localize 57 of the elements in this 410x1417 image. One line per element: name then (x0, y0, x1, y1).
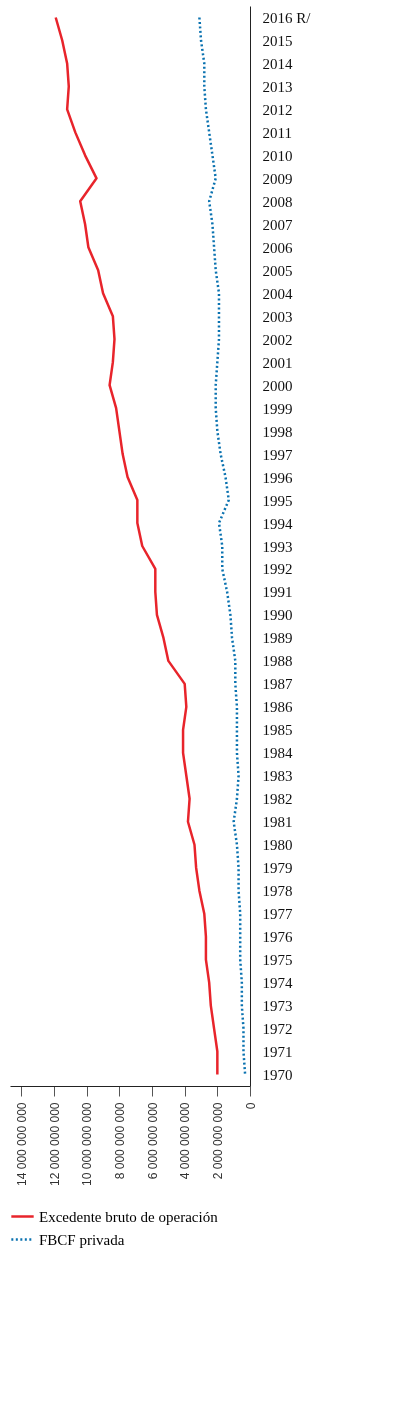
y-tick-label: 2000 (262, 377, 293, 394)
y-tick-label: 1999 (262, 400, 293, 417)
x-tick-label: 10 000 000 000 (80, 1102, 95, 1186)
y-tick-label: 2007 (262, 216, 293, 233)
legend-label: Excedente bruto de operación (39, 1208, 219, 1225)
y-tick-label: 2009 (262, 170, 293, 187)
x-tick-label: 8 000 000 000 (112, 1102, 127, 1180)
y-tick-label: 1994 (262, 515, 293, 532)
y-tick-label: 2012 (262, 101, 293, 118)
y-tick-label: 1983 (262, 768, 293, 785)
y-tick-label: 2016 R/ (262, 9, 312, 26)
x-tick-label: 0 (243, 1102, 258, 1110)
y-tick-label: 2008 (262, 193, 293, 210)
y-tick-label: 1978 (262, 883, 293, 900)
y-tick-label: 1990 (262, 607, 293, 624)
y-tick-label: 1971 (262, 1044, 293, 1061)
y-tick-label: 1991 (262, 584, 293, 601)
y-tick-label: 1989 (262, 630, 293, 647)
y-tick-label: 1992 (262, 561, 293, 578)
y-tick-label: 2013 (262, 78, 293, 95)
x-tick-label: 2 000 000 000 (210, 1102, 225, 1180)
y-tick-label: 1986 (262, 699, 293, 716)
y-tick-label: 1975 (262, 952, 293, 969)
y-tick-label: 2001 (262, 354, 293, 371)
y-tick-label: 1984 (262, 745, 293, 762)
y-tick-label: 1972 (262, 1021, 293, 1038)
y-tick-label: 2006 (262, 239, 293, 256)
y-tick-label: 2003 (262, 308, 293, 325)
x-tick-label: 12 000 000 000 (47, 1102, 62, 1186)
x-tick-label: 4 000 000 000 (178, 1102, 193, 1180)
y-tick-label: 1970 (262, 1067, 293, 1084)
y-tick-label: 1996 (262, 469, 293, 486)
y-tick-label: 1987 (262, 676, 293, 693)
y-tick-label: 1976 (262, 929, 293, 946)
legend-label: FBCF privada (39, 1231, 125, 1248)
y-tick-label: 1982 (262, 791, 293, 808)
y-tick-label: 1995 (262, 492, 293, 509)
y-tick-label: 1977 (262, 906, 293, 923)
y-tick-label: 2002 (262, 331, 293, 348)
y-tick-label: 1993 (262, 538, 293, 555)
y-tick-label: 1973 (262, 998, 293, 1015)
y-tick-label: 2004 (262, 285, 293, 302)
y-tick-label: 1974 (262, 975, 293, 992)
y-tick-label: 2014 (262, 55, 293, 72)
x-tick-label: 14 000 000 000 (14, 1102, 29, 1186)
y-tick-label: 2005 (262, 262, 293, 279)
y-tick-label: 1985 (262, 722, 293, 739)
y-tick-label: 1980 (262, 837, 293, 854)
y-tick-label: 1981 (262, 814, 293, 831)
y-tick-label: 1979 (262, 860, 293, 877)
y-tick-label: 2010 (262, 147, 293, 164)
y-tick-label: 2011 (262, 124, 292, 141)
y-tick-label: 2015 (262, 32, 293, 49)
x-tick-label: 6 000 000 000 (145, 1102, 160, 1180)
y-tick-label: 1997 (262, 446, 293, 463)
y-tick-label: 1988 (262, 653, 293, 670)
y-tick-label: 1998 (262, 423, 293, 440)
